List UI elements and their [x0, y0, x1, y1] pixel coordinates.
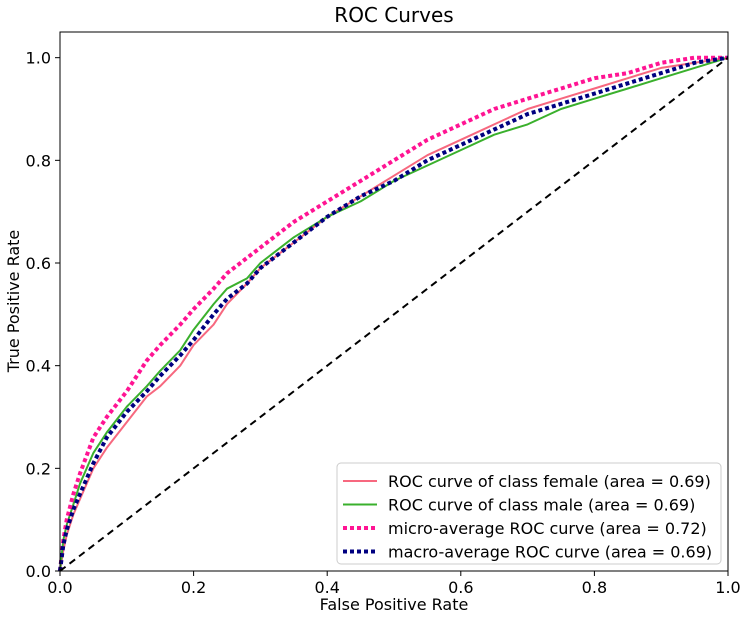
x-tick-label: 0.2: [181, 578, 206, 597]
chance-diagonal-line: [59, 56, 729, 572]
x-tick-label: 0.6: [448, 578, 473, 597]
series-line: [58, 55, 729, 572]
x-tick-label: 0.8: [582, 578, 607, 597]
x-tick-label: 1.0: [715, 578, 740, 597]
legend: ROC curve of class female (area = 0.69) R…: [336, 462, 722, 565]
legend-label: ROC curve of class female (area = 0.69): [388, 472, 711, 491]
x-axis: 0.0 0.2 0.4 0.6 0.8 1.0: [47, 571, 741, 597]
series-line: [59, 56, 729, 572]
y-tick-label: 0.8: [26, 151, 51, 170]
x-axis-label: False Positive Rate: [320, 595, 469, 614]
y-tick-label: 0.6: [26, 254, 51, 273]
y-tick-label: 0.2: [26, 459, 51, 478]
y-tick-label: 0.0: [26, 562, 51, 581]
legend-label: ROC curve of class male (area = 0.69): [388, 496, 695, 515]
legend-label: macro-average ROC curve (area = 0.69): [388, 543, 712, 562]
series-layer: [58, 55, 729, 572]
y-tick-label: 0.4: [26, 357, 51, 376]
y-axis-label: True Positive Rate: [4, 230, 23, 374]
legend-label: micro-average ROC curve (area = 0.72): [388, 519, 707, 538]
chart-title: ROC Curves: [334, 3, 453, 27]
legend-items: ROC curve of class female (area = 0.69) R…: [343, 472, 712, 562]
legend-box: [336, 462, 722, 565]
x-tick-label: 0.4: [314, 578, 339, 597]
plot-border: [59, 31, 729, 572]
x-tick-label: 0.0: [47, 578, 72, 597]
series-line: [59, 56, 729, 572]
y-tick-label: 1.0: [26, 49, 51, 68]
y-axis: 0.0 0.2 0.4 0.6 0.8 1.0: [26, 49, 60, 581]
